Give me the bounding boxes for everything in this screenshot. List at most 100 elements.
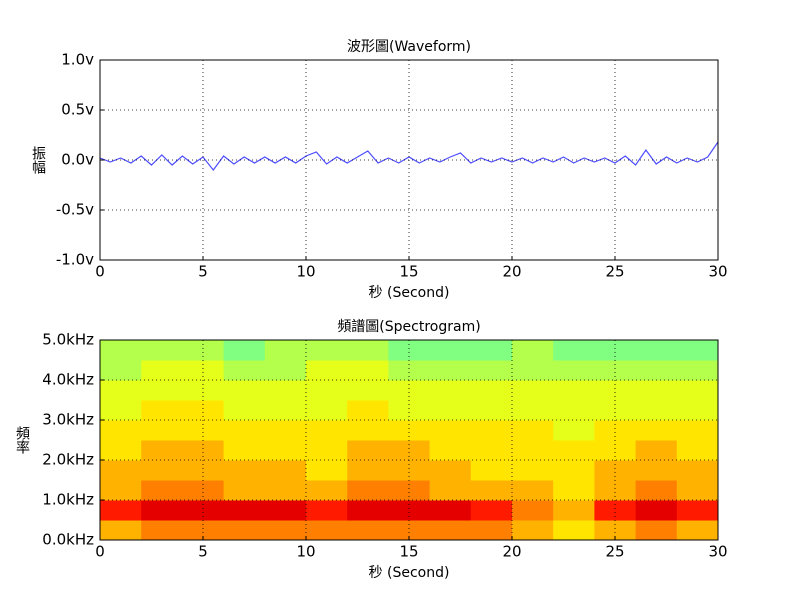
- spectrogram-cell: [347, 360, 389, 381]
- spectrogram-cell: [223, 440, 266, 461]
- spectrogram-cell: [635, 460, 678, 481]
- axes-frame: [99, 59, 719, 261]
- spectrogram-cell: [676, 340, 719, 361]
- spectrogram-cell: [594, 500, 637, 521]
- spectrogram-cell: [100, 400, 142, 421]
- spectrogram-cell: [676, 520, 719, 541]
- spectrogram-cell: [223, 500, 266, 521]
- spectrogram-cell: [388, 340, 431, 361]
- spectrogram-cell: [470, 440, 513, 461]
- spectrogram-cell: [141, 440, 183, 461]
- x-axis-label: 秒 (Second): [369, 565, 450, 581]
- spectrogram-cell: [553, 440, 595, 461]
- spectrogram-cell: [306, 500, 348, 521]
- x-axis-label: 秒 (Second): [369, 285, 450, 301]
- spectrogram-cell: [429, 380, 472, 401]
- y-tick-label: -0.5v: [56, 201, 94, 219]
- y-tick-label: 1.0v: [61, 51, 94, 69]
- spectrogram-cell: [635, 480, 678, 501]
- x-tick-label: 5: [198, 263, 208, 281]
- spectrogram-cell: [676, 480, 719, 501]
- spectrogram-cell: [306, 480, 348, 501]
- x-tick-label: 15: [399, 543, 418, 561]
- spectrogram-cell: [553, 460, 595, 481]
- spectrogram-cell: [676, 460, 719, 481]
- spectrogram-cell: [553, 500, 595, 521]
- x-tick-label: 10: [296, 543, 315, 561]
- spectrogram-cell: [264, 400, 307, 421]
- spectrogram-cell: [264, 340, 307, 361]
- spectrogram-cell: [306, 400, 348, 421]
- spectrogram-cell: [429, 400, 472, 421]
- spectrogram-cell: [470, 500, 513, 521]
- spectrogram-cell: [594, 380, 637, 401]
- spectrogram-cell: [223, 400, 266, 421]
- spectrogram-cell: [306, 340, 348, 361]
- spectrogram-cell: [512, 400, 554, 421]
- y-tick-label: 4.0kHz: [42, 371, 94, 389]
- spectrogram-cell: [676, 380, 719, 401]
- spectrogram-cell: [347, 500, 389, 521]
- spectrogram-cell: [141, 480, 183, 501]
- axes-frame: [99, 339, 719, 541]
- spectrogram-cell: [306, 460, 348, 481]
- spectrogram-cell: [635, 500, 678, 521]
- spectrogram-cell: [512, 440, 554, 461]
- spectrogram-cell: [676, 440, 719, 461]
- spectrogram-cell: [635, 520, 678, 541]
- spectrogram-cell: [100, 500, 142, 521]
- spectrogram-cell: [264, 520, 307, 541]
- spectrogram-cell: [553, 360, 595, 381]
- spectrogram-cell: [388, 500, 431, 521]
- spectrogram-cell: [388, 520, 431, 541]
- spectrogram-cell: [182, 480, 225, 501]
- spectrogram-cell: [512, 480, 554, 501]
- spectrogram-cell: [635, 400, 678, 421]
- spectrogram-cell: [470, 460, 513, 481]
- y-tick-label: 0.5v: [61, 101, 94, 119]
- spectrogram-cell: [347, 420, 389, 441]
- spectrogram-cell: [100, 360, 142, 381]
- spectrogram-cell: [100, 520, 142, 541]
- spectrogram-cell: [100, 420, 142, 441]
- chart-title: 波形圖(Waveform): [347, 39, 471, 55]
- spectrogram-cell: [635, 360, 678, 381]
- spectrogram-cell: [594, 340, 637, 361]
- y-tick-label: 1.0kHz: [42, 491, 94, 509]
- spectrogram-cell: [594, 440, 637, 461]
- spectrogram-cell: [594, 420, 637, 441]
- spectrogram-cell: [306, 380, 348, 401]
- spectrogram-cell: [182, 340, 225, 361]
- spectrogram-cell: [388, 420, 431, 441]
- y-axis-label: 振幅: [30, 146, 46, 174]
- spectrogram-cell: [347, 440, 389, 461]
- spectrogram-cell: [429, 440, 472, 461]
- spectrogram-cell: [100, 480, 142, 501]
- spectrogram-cell: [223, 480, 266, 501]
- y-tick-label: 0.0kHz: [42, 531, 94, 549]
- spectrogram-cell: [388, 400, 431, 421]
- spectrogram-cell: [512, 360, 554, 381]
- spectrogram-cell: [182, 460, 225, 481]
- spectrogram-cell: [306, 520, 348, 541]
- spectrogram-cell: [388, 440, 431, 461]
- spectrogram-cell: [223, 520, 266, 541]
- spectrogram-cell: [635, 380, 678, 401]
- x-tick-label: 25: [605, 543, 624, 561]
- spectrogram-cell: [388, 480, 431, 501]
- spectrogram-cell: [388, 460, 431, 481]
- spectrogram-cell: [676, 500, 719, 521]
- spectrogram-cell: [512, 460, 554, 481]
- spectrogram-cell: [182, 360, 225, 381]
- chart-title: 頻譜圖(Spectrogram): [337, 319, 480, 335]
- spectrogram-cell: [635, 340, 678, 361]
- spectrogram-cell: [100, 340, 142, 361]
- x-tick-label: 30: [708, 543, 727, 561]
- spectrogram-cell: [182, 380, 225, 401]
- spectrogram-cell: [676, 360, 719, 381]
- x-tick-label: 5: [198, 543, 208, 561]
- spectrogram-cell: [635, 440, 678, 461]
- x-tick-label: 20: [502, 263, 521, 281]
- spectrogram-cell: [264, 360, 307, 381]
